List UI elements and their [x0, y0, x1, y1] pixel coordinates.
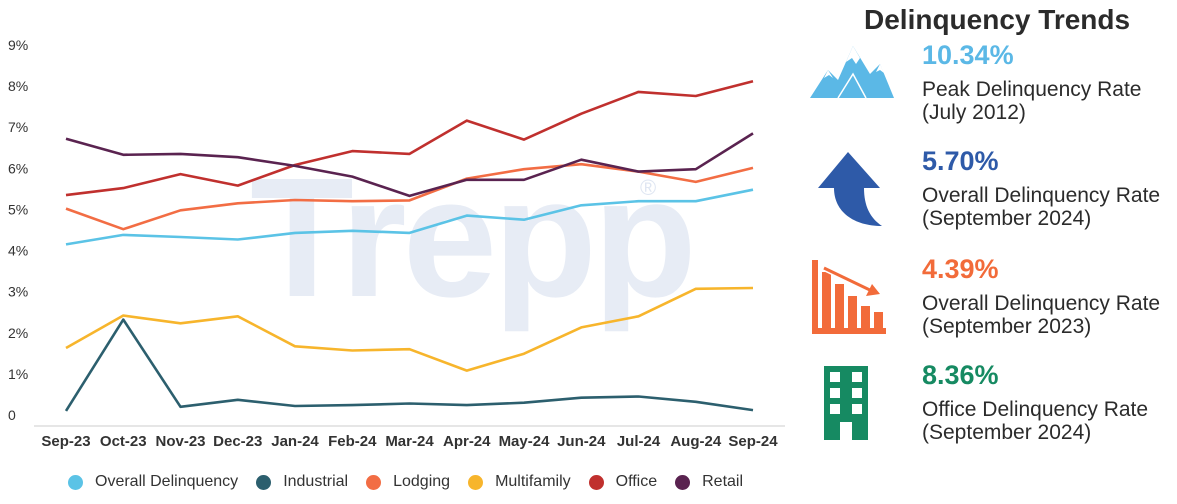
y-tick-label: 6%	[8, 160, 28, 176]
stat-label: Peak Delinquency Rate (July 2012)	[922, 78, 1142, 124]
series-line-multifamily	[65, 286, 754, 372]
series-line-retail	[65, 132, 754, 198]
legend-label: Office	[615, 473, 658, 490]
chart-svg: 0 1% 2% 3% 4% 5% 6% 7% 8% 9% Sep-23 Oct-23 Nov-23 Dec…	[8, 37, 785, 450]
legend-item: Overall Delinquency	[68, 473, 238, 491]
stat-label: Overall Delinquency Rate (September 2023…	[922, 292, 1161, 338]
declining-bar-chart-icon	[812, 260, 886, 334]
y-tick-label: 0	[8, 407, 16, 423]
legend-dot-icon	[588, 474, 604, 490]
stat-value: 5.70%	[922, 146, 999, 176]
series-line-overall-delinquency	[65, 188, 754, 246]
y-tick-label: 5%	[8, 201, 28, 217]
legend-label: Lodging	[393, 473, 451, 490]
x-tick-label: Sep-23	[41, 433, 90, 450]
x-tick-label: Sep-24	[728, 433, 778, 450]
stat-overall-current: 5.70% Overall Delinquency Rate (Septembe…	[808, 146, 1177, 246]
office-building-icon	[824, 366, 868, 440]
arrow-up-icon	[818, 152, 882, 226]
y-tick-label: 4%	[8, 243, 28, 259]
x-tick-label: Oct-23	[100, 433, 147, 450]
y-tick-label: 3%	[8, 284, 28, 300]
watermark-registered-mark: ®	[640, 175, 657, 200]
x-tick-label: Apr-24	[443, 433, 491, 450]
stat-value: 10.34%	[922, 40, 1014, 70]
series-line-industrial	[64, 318, 754, 412]
x-tick-label: Aug-24	[670, 433, 721, 450]
legend-dot-icon	[366, 474, 382, 490]
legend-dot-icon	[68, 474, 83, 490]
stat-label: Overall Delinquency Rate (September 2024…	[922, 184, 1161, 230]
legend-dot-icon	[468, 474, 484, 490]
line-chart: Trepp ® 0 1% 2% 3% 4% 5% 6% 7% 8% 9% Sep-23 Oct-23 N…	[8, 37, 785, 491]
series-line-office	[65, 79, 754, 197]
legend-item: Multifamily	[468, 473, 571, 491]
legend-label: Multifamily	[495, 473, 571, 490]
y-tick-label: 7%	[8, 119, 28, 135]
x-tick-label: Nov-23	[155, 433, 205, 450]
stat-peak: 10.34% Peak Delinquency Rate (July 2012)	[808, 40, 1177, 140]
x-tick-label: Jun-24	[557, 433, 606, 450]
x-tick-label: Dec-23	[213, 433, 262, 450]
y-tick-label: 8%	[8, 78, 28, 94]
legend-dot-icon	[256, 474, 272, 490]
stat-overall-previous: 4.39% Overall Delinquency Rate (Septembe…	[808, 254, 1177, 354]
delinquency-panel: Delinquency Trends 10.34% Peak Delinquen…	[800, 0, 1177, 504]
legend-dot-icon	[675, 474, 691, 490]
stat-office: 8.36% Office Delinquency Rate (September…	[808, 360, 1177, 460]
legend-item: Industrial	[256, 473, 348, 491]
x-tick-label: May-24	[499, 433, 551, 450]
x-tick-label: Feb-24	[328, 433, 377, 450]
stat-value: 8.36%	[922, 360, 999, 390]
legend-label: Industrial	[283, 473, 349, 490]
y-tick-label: 1%	[8, 366, 28, 382]
x-tick-label: Jul-24	[617, 433, 661, 450]
legend-item: Lodging	[366, 473, 450, 491]
x-tick-label: Mar-24	[385, 433, 434, 450]
mountain-icon	[810, 46, 894, 99]
legend-item: Office	[588, 473, 658, 491]
chart-legend: Overall Delinquency Industrial Lodging Mult…	[68, 473, 761, 491]
watermark: Trepp	[250, 143, 697, 333]
y-tick-label: 9%	[8, 37, 28, 53]
legend-item: Retail	[675, 473, 743, 491]
legend-label: Overall Delinquency	[95, 473, 239, 490]
panel-title: Delinquency Trends	[864, 4, 1131, 35]
y-tick-label: 2%	[8, 325, 28, 341]
legend-label: Retail	[702, 473, 744, 490]
stat-value: 4.39%	[922, 254, 999, 284]
x-tick-label: Jan-24	[271, 433, 319, 450]
stat-label: Office Delinquency Rate (September 2024)	[922, 398, 1149, 444]
